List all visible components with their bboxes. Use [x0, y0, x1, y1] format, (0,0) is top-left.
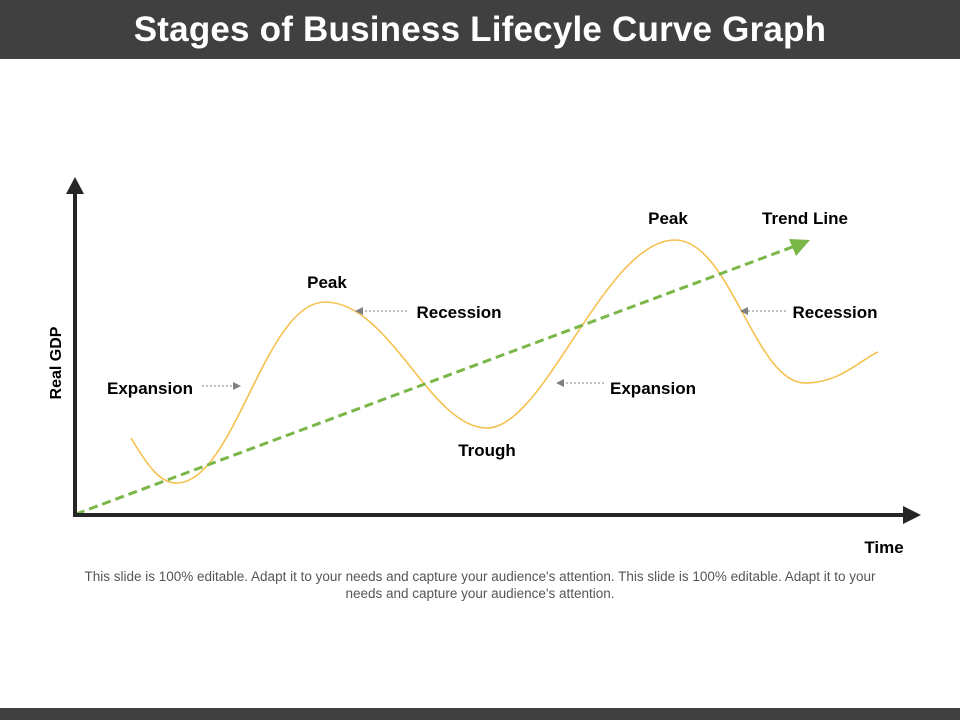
label-recession-1: Recession: [416, 303, 501, 322]
label-recession-2: Recession: [792, 303, 877, 322]
x-axis-arrowhead: [903, 506, 921, 524]
label-expansion-2: Expansion: [610, 379, 696, 398]
footer-bar: [0, 708, 960, 720]
y-axis-arrowhead: [66, 177, 84, 194]
label-peak-1: Peak: [307, 273, 347, 292]
label-trough: Trough: [458, 441, 516, 460]
label-trend-line: Trend Line: [762, 209, 848, 228]
trend-line-arrowhead: [789, 239, 810, 256]
business-cycle-curve: [130, 239, 879, 484]
x-axis-label: Time: [864, 538, 903, 557]
slide-caption: This slide is 100% editable. Adapt it to…: [84, 569, 876, 601]
title-bar: Stages of Business Lifecyle Curve Graph: [0, 0, 960, 59]
page-title: Stages of Business Lifecyle Curve Graph: [133, 9, 827, 49]
label-expansion-1: Expansion: [107, 379, 193, 398]
trend-line: [75, 244, 796, 516]
y-axis-label: Real GDP: [48, 326, 65, 399]
label-peak-2: Peak: [648, 209, 688, 228]
